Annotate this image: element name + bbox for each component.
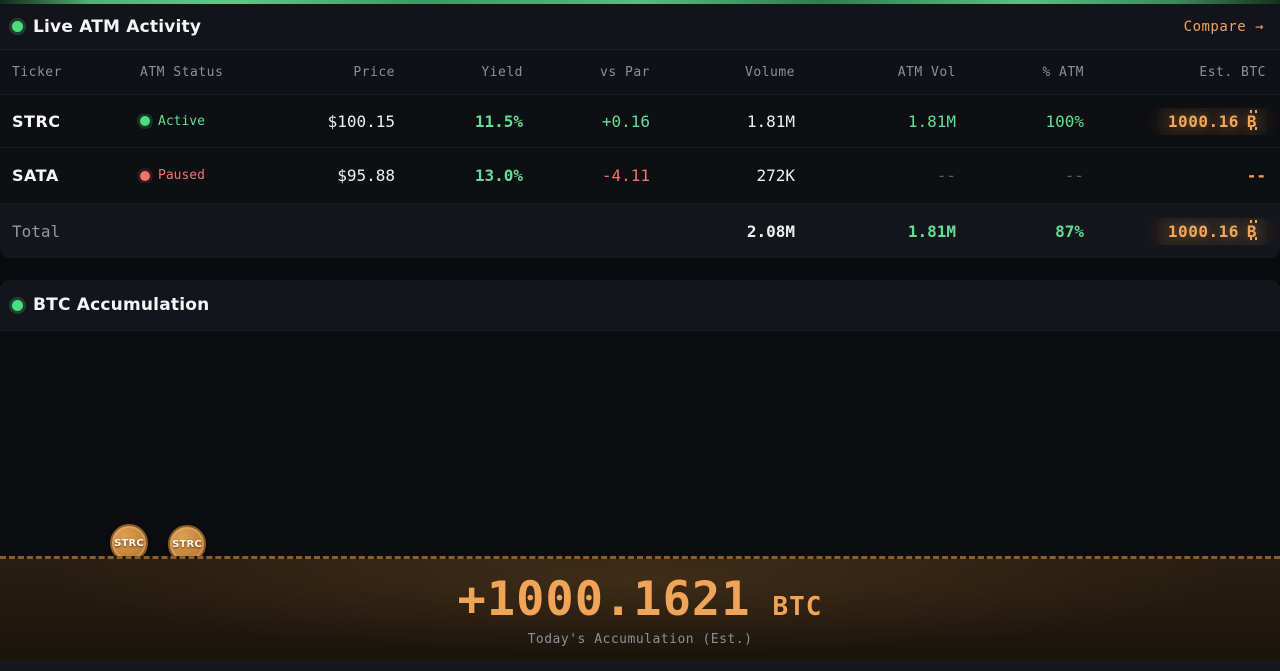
col-pct-atm: % ATM: [1042, 64, 1084, 80]
pct-atm-cell: 100%: [1045, 111, 1084, 131]
live-atm-activity-card: Live ATM Activity Compare → Ticker ATM S…: [0, 4, 1280, 258]
col-price: Price: [353, 64, 395, 80]
col-vs-par: vs Par: [600, 64, 650, 80]
total-est-btc-cell: 1000.16 B: [1084, 217, 1280, 245]
accumulation-titlebar: BTC Accumulation: [0, 280, 1280, 331]
live-status-dot-icon: [12, 21, 23, 32]
btc-accumulation-card: BTC Accumulation STRC STRC +1000.1621 BT…: [0, 280, 1280, 660]
accumulation-card-title: BTC Accumulation: [33, 295, 210, 315]
total-atm-vol: 1.81M: [907, 221, 956, 241]
atm-card-title: Live ATM Activity: [33, 16, 202, 37]
col-volume: Volume: [745, 64, 795, 80]
col-atm-vol: ATM Vol: [897, 64, 956, 80]
live-status-dot-icon: [12, 299, 23, 311]
ticker-cell: STRC: [12, 111, 61, 131]
table-row-sata: SATA Paused $95.88 13.0% -4.11 272K -- -…: [0, 147, 1280, 203]
total-label: Total: [12, 221, 61, 241]
status-badge: Active: [140, 114, 256, 129]
atm-card-titlebar: Live ATM Activity Compare →: [0, 4, 1280, 49]
status-label: Active: [158, 113, 205, 129]
today-accumulation-value: +1000.1621: [457, 572, 751, 627]
total-est-btc-value: 1000.16: [1167, 221, 1239, 241]
yield-cell: 13.0%: [474, 166, 523, 185]
footer-strip: [0, 660, 1280, 671]
table-row-strc: STRC Active $100.15 11.5% +0.16 1.81M 1.…: [0, 95, 1280, 147]
coin-label: STRC: [172, 538, 202, 550]
today-accumulation-caption: Today's Accumulation (Est.): [527, 632, 753, 647]
coin-label: STRC: [114, 537, 144, 549]
card-gap: [0, 258, 1280, 280]
top-accent-bar: [0, 0, 1280, 4]
pct-atm-cell: --: [1064, 166, 1084, 185]
accumulation-body: STRC STRC +1000.1621 BTC Today's Accumul…: [0, 331, 1280, 660]
vs-par-cell: +0.16: [601, 111, 650, 131]
status-badge: Paused: [140, 168, 256, 183]
accumulation-drop-zone: +1000.1621 BTC Today's Accumulation (Est…: [0, 556, 1280, 660]
atm-table-header: Ticker ATM Status Price Yield vs Par Vol…: [0, 49, 1280, 95]
status-label: Paused: [158, 168, 205, 183]
btc-symbol-icon: B: [1246, 219, 1257, 241]
ticker-cell: SATA: [12, 166, 59, 185]
est-btc-cell: 1000.16 B: [1084, 107, 1280, 135]
col-ticker: Ticker: [12, 64, 62, 80]
coin-strc: STRC: [110, 524, 148, 562]
col-est-btc: Est. BTC: [1199, 64, 1266, 80]
col-status: ATM Status: [140, 64, 224, 80]
col-yield: Yield: [481, 64, 523, 80]
yield-cell: 11.5%: [474, 111, 523, 131]
est-btc-value: 1000.16: [1167, 111, 1239, 131]
price-cell: $95.88: [337, 166, 395, 185]
btc-symbol-icon: B: [1246, 109, 1257, 131]
volume-cell: 1.81M: [746, 111, 795, 131]
table-total-row: Total 2.08M 1.81M 87% 1000.16 B: [0, 203, 1280, 258]
compare-link[interactable]: Compare →: [1183, 18, 1264, 35]
atm-vol-cell: --: [936, 166, 956, 185]
status-active-dot-icon: [140, 116, 150, 126]
est-btc-cell: --: [1246, 166, 1266, 185]
price-cell: $100.15: [327, 111, 395, 131]
atm-vol-cell: 1.81M: [907, 111, 956, 131]
today-accumulation-unit: BTC: [772, 592, 823, 622]
status-paused-dot-icon: [140, 170, 150, 181]
total-volume: 2.08M: [746, 221, 795, 241]
volume-cell: 272K: [756, 166, 795, 185]
vs-par-cell: -4.11: [601, 166, 650, 185]
total-pct-atm: 87%: [1055, 221, 1084, 241]
